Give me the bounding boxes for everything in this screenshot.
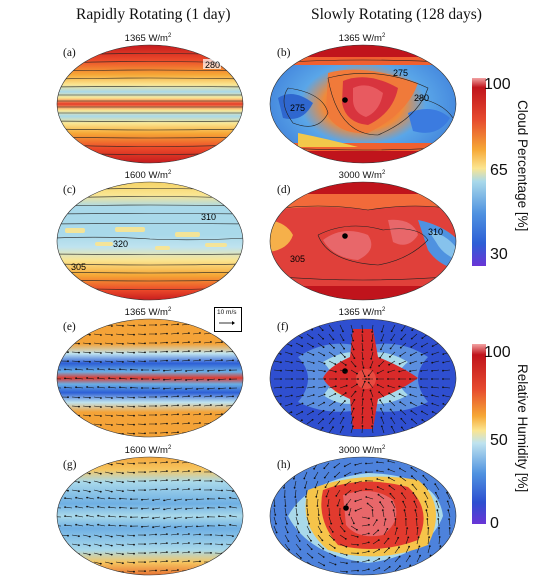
flux-title-c: 1600 W/m2 (124, 170, 172, 182)
panel-g-map (56, 456, 244, 576)
humidity-tick-100: 100 (484, 344, 511, 361)
flux-title-e: 1365 W/m2 (124, 307, 172, 319)
panel-label-g: (g) (63, 459, 77, 471)
flux-title-h: 3000 W/m2 (338, 445, 386, 457)
panel-e-map (56, 318, 244, 438)
panel-label-b: (b) (277, 47, 291, 59)
cloud-tick-100: 100 (484, 76, 511, 93)
column-header-slow: Slowly Rotating (128 days) (311, 6, 482, 23)
cloud-colorbar-title: Cloud Percentage [%] (515, 100, 530, 232)
panel-g-wind-vectors (57, 461, 243, 574)
contour-label-d-1: 310 (428, 227, 443, 237)
contour-label-c-2: 320 (113, 239, 128, 249)
wind-reference-arrow-icon (219, 321, 235, 325)
flux-title-f: 1365 W/m2 (338, 307, 386, 319)
humidity-colorbar-title: Relative Humidity [%] (515, 364, 530, 493)
panel-label-a: (a) (63, 47, 76, 59)
panel-h-map (269, 456, 457, 576)
flux-title-a: 1365 W/m2 (124, 33, 172, 45)
contour-label-c-1: 310 (201, 212, 216, 222)
panel-label-c: (c) (63, 184, 76, 196)
humidity-colorbar (472, 344, 486, 524)
cloud-tick-65: 65 (490, 162, 508, 179)
panel-label-h: (h) (277, 459, 291, 471)
humidity-tick-50: 50 (490, 432, 508, 449)
flux-title-d: 3000 W/m2 (338, 170, 386, 182)
panel-c-map: 310 320 305 (56, 181, 244, 301)
cloud-tick-30: 30 (490, 246, 508, 263)
contour-label-b-2: 275 (290, 103, 305, 113)
contour-label-b-1: 275 (393, 68, 408, 78)
wind-reference-box: 10 m/s (214, 307, 242, 332)
wind-reference-label: 10 m/s (217, 309, 237, 316)
panel-label-f: (f) (277, 321, 289, 333)
panel-label-e: (e) (63, 321, 76, 333)
panel-b-map: 275 275 280 (269, 44, 457, 164)
contour-label-d-2: 305 (290, 254, 305, 264)
panel-f-map (269, 318, 457, 438)
flux-title-g: 1600 W/m2 (124, 445, 172, 457)
panel-label-d: (d) (277, 184, 291, 196)
contour-label-c-3: 305 (71, 262, 86, 272)
panel-a-map: 280 (56, 44, 244, 164)
panel-d-map: 310 305 (269, 181, 457, 301)
column-header-rapid: Rapidly Rotating (1 day) (76, 6, 231, 23)
contour-label-b-3: 280 (414, 93, 429, 103)
cloud-colorbar (472, 78, 486, 266)
contour-label-a-1: 280 (205, 60, 220, 70)
flux-title-b: 1365 W/m2 (338, 33, 386, 45)
humidity-tick-0: 0 (490, 515, 499, 532)
